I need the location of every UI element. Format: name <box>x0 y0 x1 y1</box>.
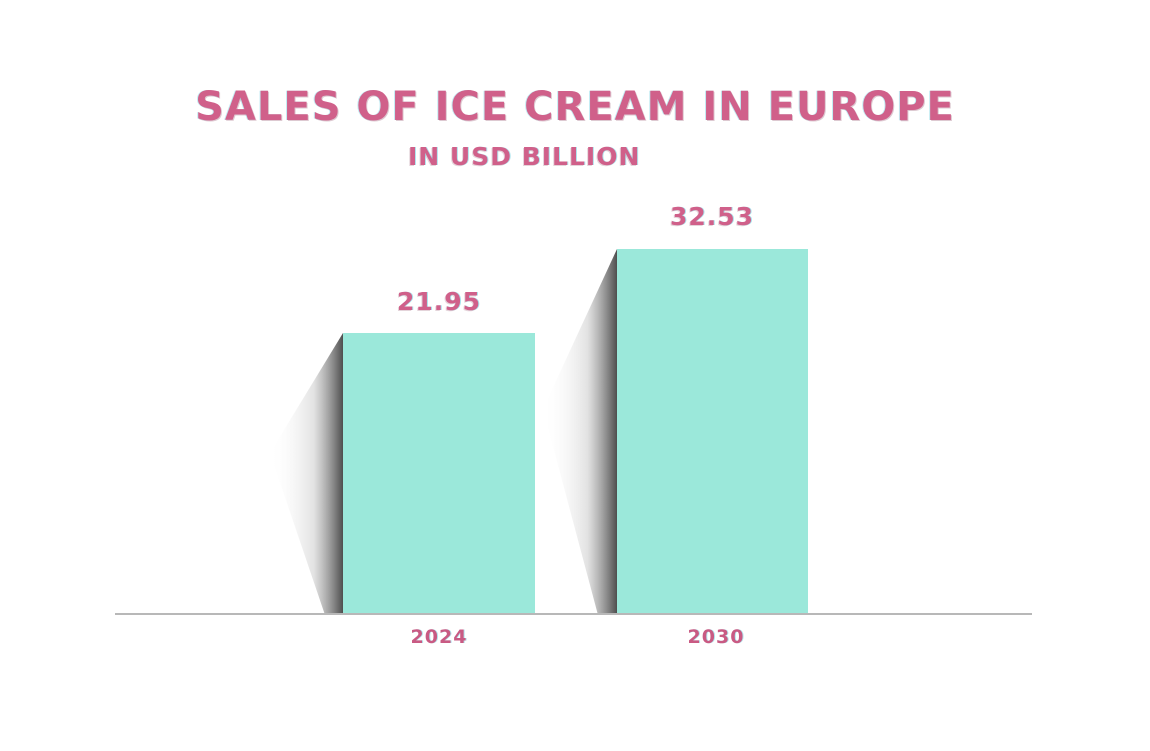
chart-title: SALES OF ICE CREAM IN EUROPE <box>195 84 955 130</box>
bar-2030 <box>617 249 808 614</box>
value-label-2024: 21.95 <box>396 287 482 316</box>
x-tick-2024: 2024 <box>410 626 468 648</box>
bar-shadow-2024 <box>270 333 343 615</box>
bar-2024 <box>343 333 535 614</box>
x-axis-line <box>115 613 1032 615</box>
value-label-2030: 32.53 <box>669 202 755 231</box>
chart-subtitle: IN USD BILLION <box>408 142 641 171</box>
bar-shadow-2030 <box>543 249 617 615</box>
x-tick-2030: 2030 <box>687 626 745 648</box>
